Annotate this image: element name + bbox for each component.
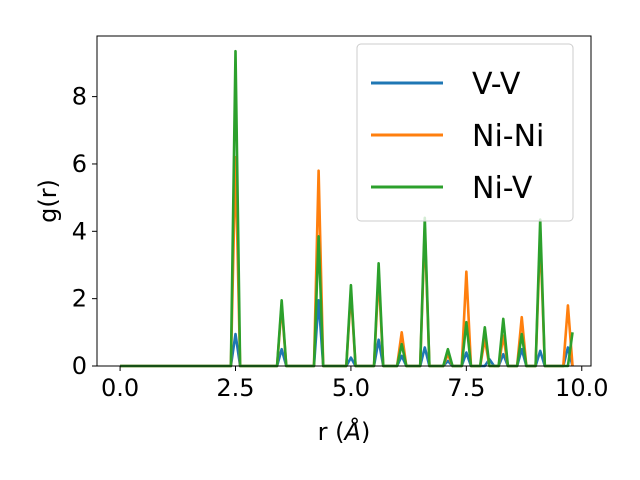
x-tick-label: 5.0 [332,374,370,402]
y-tick-label: 6 [72,150,87,178]
y-axis: 0 2 4 6 8 [72,83,97,380]
y-tick-label: 8 [72,83,87,111]
y-axis-label: g(r) [34,179,62,223]
y-tick-label: 0 [72,352,87,380]
x-tick-label: 7.5 [447,374,485,402]
x-axis-label-close: ) [361,418,370,446]
x-tick-label: 10.0 [555,374,608,402]
x-axis-label: r (Å) [318,417,371,446]
y-tick-label: 4 [72,217,87,245]
legend: V-V Ni-Ni Ni-V [356,43,574,222]
x-axis-label-text: r ( [318,418,345,446]
legend-label: Ni-V [472,171,533,206]
legend-label: Ni-Ni [472,119,544,154]
x-axis-label-unit: Å [343,417,361,446]
x-axis: 0.0 2.5 5.0 7.5 10.0 [101,366,608,402]
legend-label: V-V [472,67,521,102]
x-tick-label: 2.5 [216,374,254,402]
y-tick-label: 2 [72,285,87,313]
x-tick-label: 0.0 [101,374,139,402]
legend-box [356,43,574,222]
plot-frame [96,35,592,367]
